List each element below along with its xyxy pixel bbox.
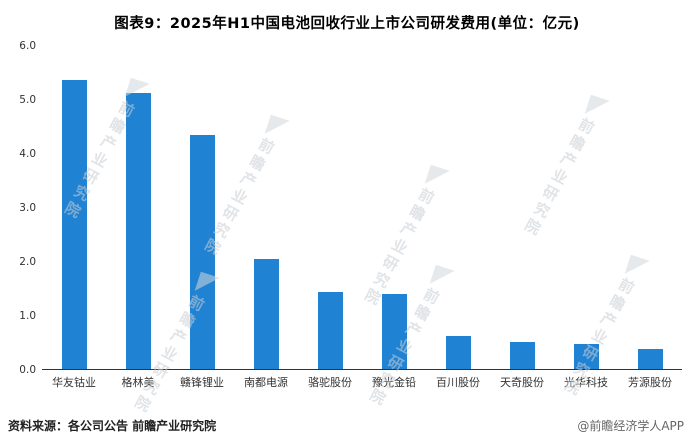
y-axis: 6.0 5.0 4.0 3.0 2.0 1.0 0.0: [8, 40, 38, 376]
bar-column: [618, 46, 682, 369]
bar-column: [362, 46, 426, 369]
bar: [509, 341, 535, 369]
bar: [253, 258, 279, 369]
x-axis-labels: 华友钴业 格林美 赣锋锂业 南都电源 骆驼股份 豫光金铅 百川股份 天奇股份 光华科技 芳源股份: [42, 374, 682, 390]
bar: [445, 335, 471, 369]
bar-column: [234, 46, 298, 369]
bar: [573, 343, 599, 369]
source-note: 资料来源：各公司公告 前瞻产业研究院: [8, 419, 217, 433]
bar-column: [554, 46, 618, 369]
x-tick-label: 百川股份: [436, 376, 480, 389]
bar: [317, 292, 343, 369]
x-tick-label: 华友钴业: [52, 376, 96, 389]
y-tick-label: 4.0: [19, 148, 36, 160]
bar-column: [426, 46, 490, 369]
x-tick-label: 天奇股份: [500, 376, 544, 389]
x-tick-label: 南都电源: [244, 376, 288, 389]
bar-column: [490, 46, 554, 369]
y-tick-label: 0.0: [19, 364, 36, 376]
bar: [125, 93, 151, 369]
y-tick-label: 5.0: [19, 94, 36, 106]
x-tick-label: 豫光金铅: [372, 376, 416, 389]
bars-container: [42, 46, 682, 370]
plot-area: 6.0 5.0 4.0 3.0 2.0 1.0 0.0: [8, 40, 686, 376]
bar: [381, 293, 407, 369]
bar: [189, 134, 215, 369]
bar: [637, 349, 663, 369]
y-tick-label: 6.0: [19, 40, 36, 52]
chart-title: 图表9：2025年H1中国电池回收行业上市公司研发费用(单位：亿元): [114, 16, 580, 32]
x-tick-label: 赣锋锂业: [180, 376, 224, 389]
bar-column: [298, 46, 362, 369]
bar: [61, 79, 87, 369]
x-tick-label: 光华科技: [564, 376, 608, 389]
bar-column: [106, 46, 170, 369]
credit-note: @前瞻经济学人APP: [577, 419, 684, 433]
y-tick-label: 1.0: [19, 310, 36, 322]
x-tick-label: 格林美: [121, 376, 155, 389]
bar-column: [42, 46, 106, 369]
x-tick-label: 骆驼股份: [308, 376, 352, 389]
x-tick-label: 芳源股份: [628, 376, 672, 389]
y-tick-label: 3.0: [19, 202, 36, 214]
bar-column: [170, 46, 234, 369]
y-tick-label: 2.0: [19, 256, 36, 268]
